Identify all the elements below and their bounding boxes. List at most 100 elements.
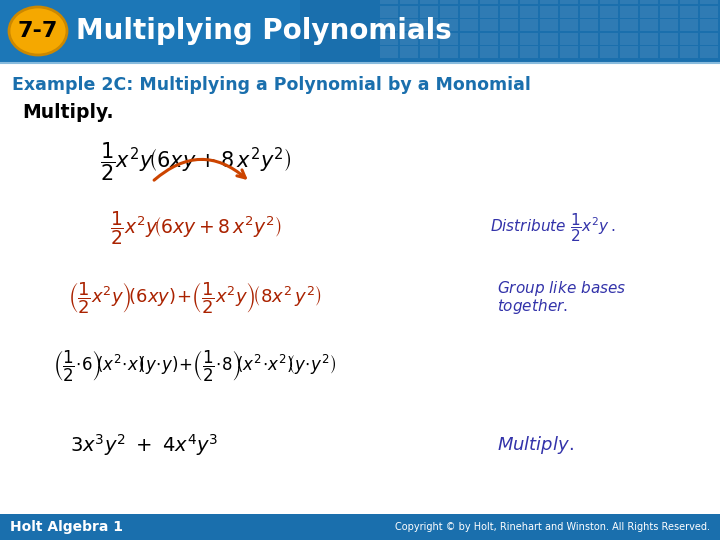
Text: Example 2C: Multiplying a Polynomial by a Monomial: Example 2C: Multiplying a Polynomial by … [12, 76, 531, 94]
Bar [640, 5, 658, 17]
Bar [700, 5, 718, 17]
Bar [420, 5, 438, 17]
Bar [580, 19, 598, 31]
Bar [520, 46, 538, 58]
Bar [400, 5, 418, 17]
Ellipse shape [9, 7, 67, 55]
Text: 7-7: 7-7 [18, 21, 58, 41]
Text: $\dfrac{1}{2}x^2y\!\left(6xy+8\,x^2y^2\right)$: $\dfrac{1}{2}x^2y\!\left(6xy+8\,x^2y^2\r… [100, 141, 292, 183]
Bar [560, 19, 578, 31]
Bar [560, 0, 578, 4]
Bar [380, 46, 398, 58]
Bar [540, 32, 558, 44]
Bar [400, 32, 418, 44]
Bar [440, 32, 458, 44]
Bar [660, 5, 678, 17]
Bar [420, 46, 438, 58]
Bar [620, 32, 638, 44]
Bar [560, 46, 578, 58]
Bar [420, 0, 438, 4]
Bar [440, 46, 458, 58]
Bar [380, 32, 398, 44]
Bar [600, 5, 618, 17]
Bar [460, 46, 478, 58]
Bar [0, 0, 720, 62]
Text: $\mathit{Group\ like\ bases}$: $\mathit{Group\ like\ bases}$ [497, 279, 626, 298]
Text: Copyright © by Holt, Rinehart and Winston. All Rights Reserved.: Copyright © by Holt, Rinehart and Winsto… [395, 522, 710, 532]
Bar [380, 0, 398, 4]
Bar [540, 19, 558, 31]
Bar [600, 46, 618, 58]
Bar [480, 19, 498, 31]
Bar [380, 5, 398, 17]
Bar [580, 0, 598, 4]
Text: Multiplying Polynomials: Multiplying Polynomials [76, 17, 451, 45]
Text: $\!\left(\dfrac{1}{2}x^2y\right)\!\left(6xy\right)\!+\!\left(\dfrac{1}{2}x^2y\ri: $\!\left(\dfrac{1}{2}x^2y\right)\!\left(… [70, 280, 322, 316]
Bar [640, 32, 658, 44]
Bar [700, 46, 718, 58]
Bar [700, 19, 718, 31]
Text: $\mathit{together.}$: $\mathit{together.}$ [497, 296, 568, 315]
Bar [620, 5, 638, 17]
Bar [680, 5, 698, 17]
Bar [540, 46, 558, 58]
Bar [600, 0, 618, 4]
Text: $\!\left(\dfrac{1}{2}\!\cdot\!6\right)\!\!\left(x^2\!\cdot\! x\right)\!\!\left(y: $\!\left(\dfrac{1}{2}\!\cdot\!6\right)\!… [55, 348, 336, 383]
Bar [580, 32, 598, 44]
Bar [560, 32, 578, 44]
Bar [680, 32, 698, 44]
Bar [640, 19, 658, 31]
Bar [500, 19, 518, 31]
Bar [440, 19, 458, 31]
Bar [500, 46, 518, 58]
Bar [380, 19, 398, 31]
Bar [520, 0, 538, 4]
Bar [600, 32, 618, 44]
Bar [620, 46, 638, 58]
Bar [540, 0, 558, 4]
Bar [620, 19, 638, 31]
Bar [680, 46, 698, 58]
Bar [400, 0, 418, 4]
Bar [660, 32, 678, 44]
Bar [660, 0, 678, 4]
Bar [440, 0, 458, 4]
Bar [660, 46, 678, 58]
Bar [600, 19, 618, 31]
Bar [500, 32, 518, 44]
Bar [420, 19, 438, 31]
Bar [460, 19, 478, 31]
FancyArrowPatch shape [154, 159, 246, 180]
Bar [580, 5, 598, 17]
Bar [500, 0, 518, 4]
Bar [500, 5, 518, 17]
Bar [440, 5, 458, 17]
Bar [460, 0, 478, 4]
Bar [680, 19, 698, 31]
Bar [480, 5, 498, 17]
Bar [560, 5, 578, 17]
Bar [660, 19, 678, 31]
Bar [480, 32, 498, 44]
Bar [700, 32, 718, 44]
Bar [520, 19, 538, 31]
Text: $\mathit{Multiply.}$: $\mathit{Multiply.}$ [497, 434, 574, 456]
Bar [420, 32, 438, 44]
Bar [460, 5, 478, 17]
Bar [580, 46, 598, 58]
Bar [700, 0, 718, 4]
Bar [480, 46, 498, 58]
Bar [640, 0, 658, 4]
Text: $\mathit{Distribute}\ \dfrac{1}{2}x^2y\,.$: $\mathit{Distribute}\ \dfrac{1}{2}x^2y\,… [490, 212, 616, 245]
Bar [0, 514, 720, 540]
Text: Multiply.: Multiply. [22, 103, 114, 122]
Bar [400, 46, 418, 58]
Bar [520, 5, 538, 17]
Bar [0, 0, 300, 62]
Text: $3x^3y^2\ +\ 4x^4y^3$: $3x^3y^2\ +\ 4x^4y^3$ [70, 432, 218, 458]
Bar [680, 0, 698, 4]
Bar [520, 32, 538, 44]
Bar [460, 32, 478, 44]
Bar [640, 46, 658, 58]
Text: $\dfrac{1}{2}x^2y\!\left(6xy+8\,x^2y^2\right)$: $\dfrac{1}{2}x^2y\!\left(6xy+8\,x^2y^2\r… [110, 209, 282, 247]
